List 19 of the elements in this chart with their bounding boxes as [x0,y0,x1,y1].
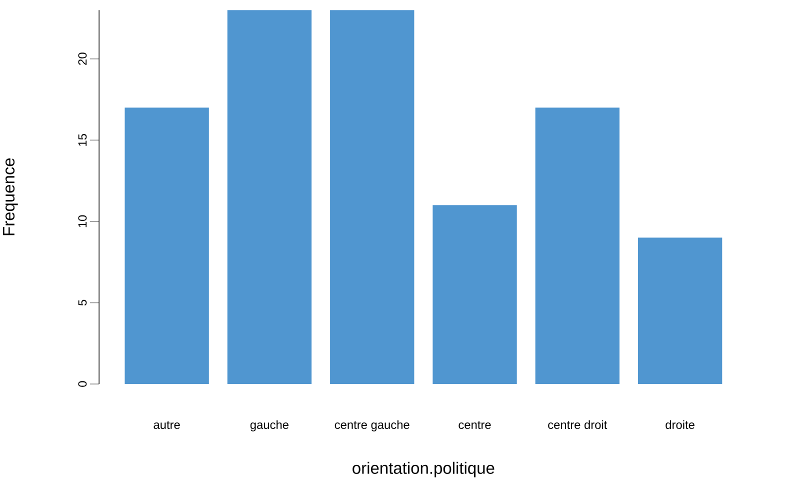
y-tick-label: 15 [78,134,87,146]
x-tick-label: centre droit [548,420,608,429]
x-tick-label: droite [666,420,694,429]
bar [432,205,517,384]
bar [227,10,312,384]
y-tick-label: 10 [78,215,87,228]
x-tick-label: centre [458,421,491,429]
bar [638,238,722,384]
x-axis-title: orientation.politique [352,462,494,478]
y-tick-label: 0 [78,381,87,387]
bar [535,108,620,384]
y-axis-title: Frequence [3,158,18,236]
bar [330,10,414,384]
x-tick-label: autre [154,421,180,429]
x-tick-label: centre gauche [334,420,410,432]
x-tick-label: gauche [250,420,288,432]
y-tick-label: 20 [78,52,87,65]
y-tick-label: 5 [78,300,87,306]
bar [124,108,209,384]
